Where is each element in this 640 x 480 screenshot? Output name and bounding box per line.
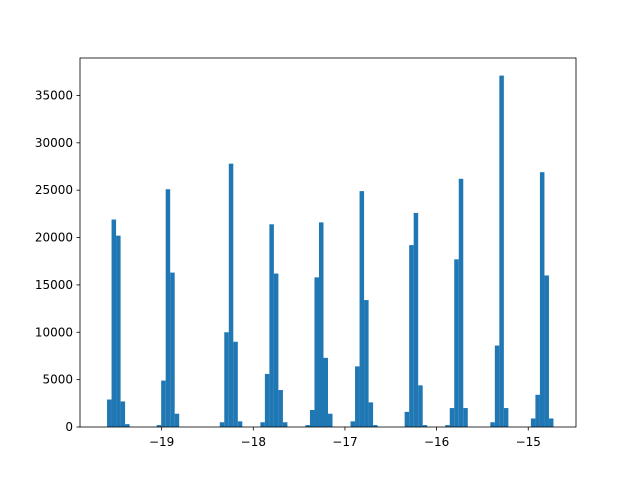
bar bbox=[156, 425, 162, 427]
bar bbox=[237, 421, 243, 427]
bar bbox=[368, 402, 374, 427]
bar bbox=[318, 222, 324, 427]
y-tick-label: 15000 bbox=[35, 278, 73, 292]
bar bbox=[309, 409, 315, 427]
y-tick-label: 20000 bbox=[35, 231, 73, 245]
bar bbox=[305, 425, 310, 427]
bar bbox=[445, 425, 450, 427]
bar bbox=[120, 401, 126, 427]
y-tick-label: 0 bbox=[65, 420, 73, 434]
bar bbox=[314, 277, 319, 427]
bar bbox=[494, 345, 500, 427]
bar bbox=[530, 418, 536, 427]
bar bbox=[233, 341, 238, 427]
bar bbox=[548, 418, 554, 427]
bar bbox=[463, 408, 468, 427]
bar bbox=[125, 424, 130, 427]
x-tick-label: −16 bbox=[424, 435, 449, 449]
y-tick-label: 5000 bbox=[42, 373, 73, 387]
x-tick-label: −17 bbox=[332, 435, 357, 449]
bar bbox=[264, 373, 270, 427]
bar bbox=[503, 408, 509, 427]
bar bbox=[373, 425, 378, 427]
bar bbox=[499, 75, 504, 428]
bar bbox=[165, 189, 171, 427]
x-tick-label: −19 bbox=[149, 435, 174, 449]
bar bbox=[535, 394, 540, 427]
bar bbox=[544, 275, 549, 427]
x-tick-label: −18 bbox=[241, 435, 266, 449]
y-tick-label: 25000 bbox=[35, 183, 73, 197]
bar bbox=[409, 245, 414, 427]
y-tick-label: 35000 bbox=[35, 88, 73, 102]
bar bbox=[116, 235, 121, 427]
bar bbox=[269, 224, 274, 427]
bar bbox=[278, 390, 283, 427]
bar bbox=[359, 191, 365, 427]
bar bbox=[328, 413, 333, 427]
y-tick-label: 30000 bbox=[35, 136, 73, 150]
bar bbox=[111, 219, 117, 427]
bar bbox=[490, 422, 495, 427]
bar bbox=[260, 422, 265, 427]
bar bbox=[170, 272, 175, 427]
bar bbox=[219, 422, 225, 427]
bar bbox=[539, 172, 545, 427]
bar bbox=[273, 273, 279, 427]
axes-frame bbox=[79, 57, 577, 428]
bar bbox=[458, 178, 464, 427]
bar bbox=[228, 163, 234, 427]
bar bbox=[174, 413, 180, 427]
bar bbox=[355, 366, 360, 427]
bar bbox=[323, 357, 328, 427]
bar bbox=[364, 300, 369, 427]
bar bbox=[418, 385, 423, 427]
bar bbox=[413, 212, 419, 427]
bar bbox=[449, 408, 455, 427]
bar bbox=[224, 332, 229, 427]
bar bbox=[107, 399, 112, 427]
y-tick-label: 10000 bbox=[35, 325, 73, 339]
bar bbox=[161, 380, 166, 427]
x-tick-label: −15 bbox=[516, 435, 541, 449]
bar bbox=[454, 259, 459, 427]
bar bbox=[350, 421, 356, 427]
bar bbox=[404, 411, 410, 427]
bar bbox=[422, 425, 428, 427]
bar bbox=[282, 422, 288, 427]
